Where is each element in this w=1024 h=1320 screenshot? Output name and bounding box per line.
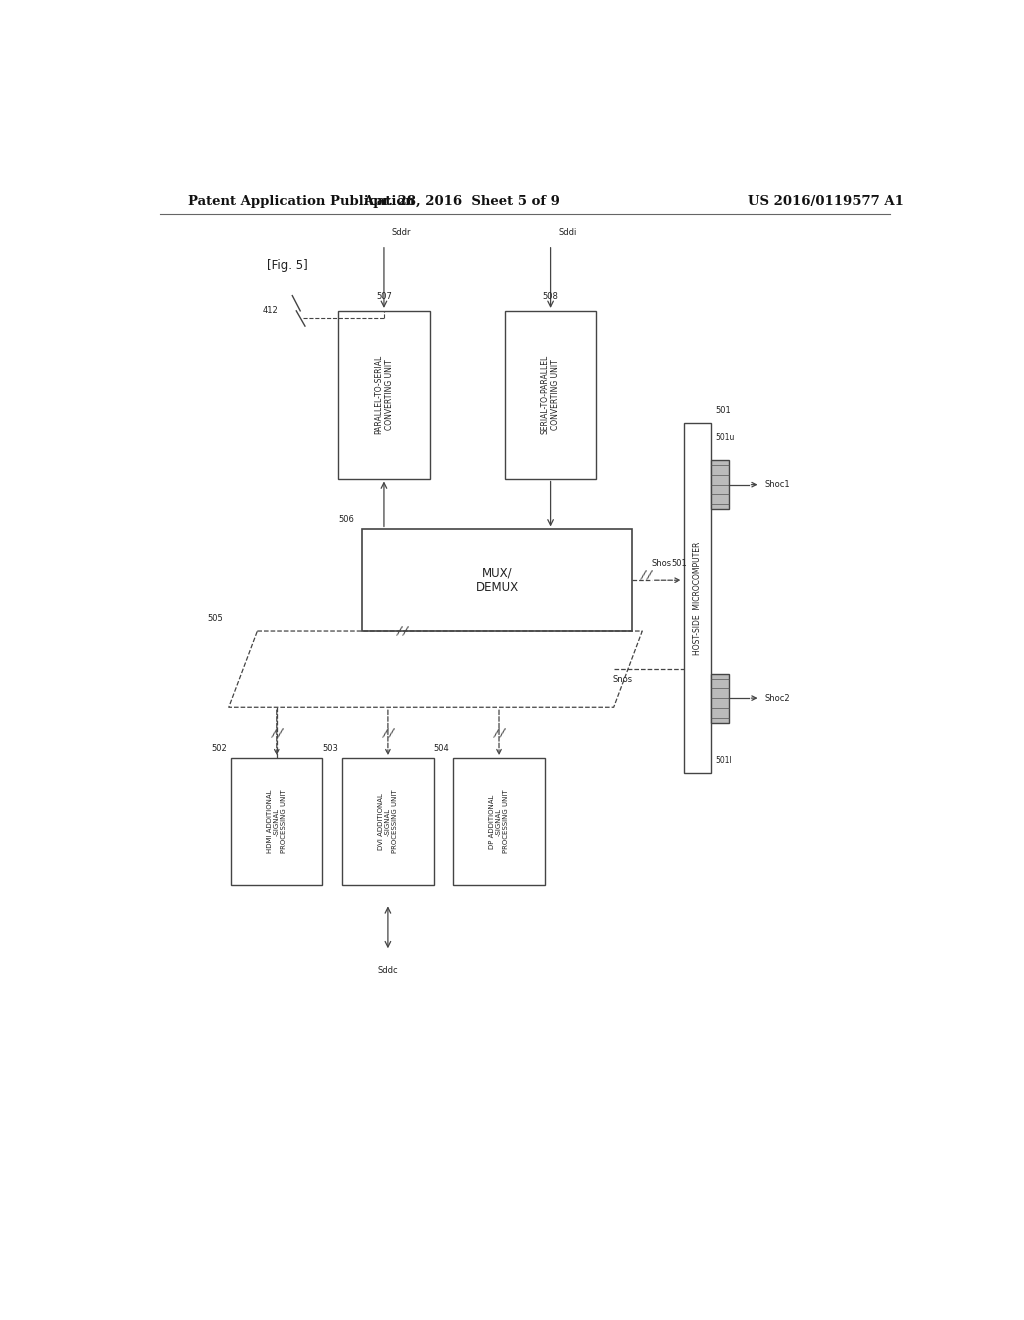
Text: DVI ADDITIONAL
-SIGNAL
PROCESSING UNIT: DVI ADDITIONAL -SIGNAL PROCESSING UNIT [378,789,398,854]
Text: Sddr: Sddr [392,227,412,236]
Text: 501: 501 [672,558,687,568]
Bar [454,758,545,886]
Bar [342,758,433,886]
Text: /: / [395,624,403,638]
Text: Shoc2: Shoc2 [765,693,791,702]
Text: /: / [646,569,653,582]
Text: /: / [493,726,501,739]
Text: 501u: 501u [715,433,734,442]
Text: 503: 503 [323,744,338,752]
Bar [712,461,729,510]
Bar [362,529,632,631]
Text: PARALLEL-TO-SERIAL
CONVERTING UNIT: PARALLEL-TO-SERIAL CONVERTING UNIT [374,355,393,434]
Text: 501: 501 [715,405,731,414]
Text: /: / [401,624,409,638]
Text: Sddi: Sddi [558,227,577,236]
Text: HDMI ADDITIONAL
-SIGNAL
PROCESSING UNIT: HDMI ADDITIONAL -SIGNAL PROCESSING UNIT [267,789,287,854]
Text: /: / [499,726,506,739]
Text: /: / [270,726,279,739]
Text: Sddc: Sddc [378,966,398,975]
Text: MUX/
DEMUX: MUX/ DEMUX [475,566,518,594]
Text: /: / [276,726,284,739]
Text: Snos: Snos [612,675,632,684]
Text: 501l: 501l [715,756,732,766]
Text: Apr. 28, 2016  Sheet 5 of 9: Apr. 28, 2016 Sheet 5 of 9 [362,194,560,207]
Bar [231,758,323,886]
Text: Patent Application Publication: Patent Application Publication [187,194,415,207]
Text: 504: 504 [433,744,450,752]
Text: SERIAL-TO-PARALLEL
CONVERTING UNIT: SERIAL-TO-PARALLEL CONVERTING UNIT [541,355,560,434]
Text: Shos: Shos [652,558,672,568]
Text: 507: 507 [376,292,392,301]
Text: 412: 412 [263,306,279,315]
Text: /: / [382,726,389,739]
Text: /: / [640,569,647,582]
Bar [338,312,430,479]
Text: 502: 502 [211,744,227,752]
Text: Shoc1: Shoc1 [765,480,791,490]
Bar [505,312,596,479]
Text: 506: 506 [338,515,354,524]
Text: 505: 505 [208,614,223,623]
Text: 508: 508 [543,292,558,301]
Bar [712,673,729,722]
Text: [Fig. 5]: [Fig. 5] [267,259,307,272]
Text: HOST-SIDE  MICROCOMPUTER: HOST-SIDE MICROCOMPUTER [693,541,701,655]
Bar [684,422,712,774]
Text: DP ADDITIONAL
-SIGNAL
PROCESSING UNIT: DP ADDITIONAL -SIGNAL PROCESSING UNIT [489,789,509,854]
Text: /: / [387,726,395,739]
Text: US 2016/0119577 A1: US 2016/0119577 A1 [749,194,904,207]
